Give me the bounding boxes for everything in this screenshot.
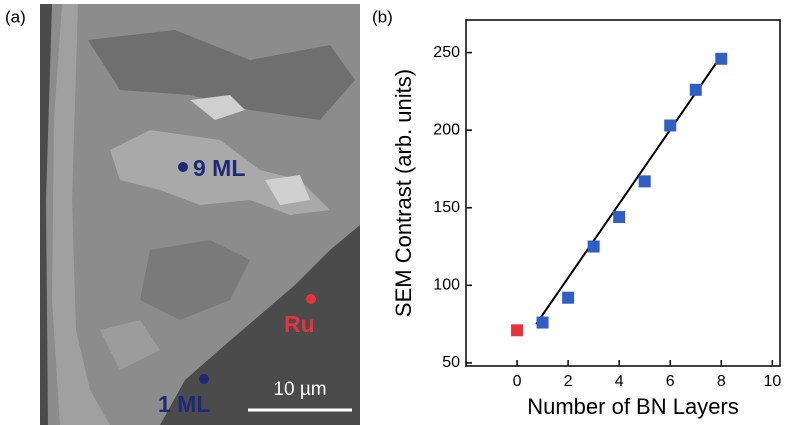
sem-image: (a) 9 ML 1 ML Ru 10 µm — [5, 4, 360, 425]
y-tick-label: 50 — [442, 354, 460, 371]
data-point — [715, 53, 727, 65]
data-point — [511, 324, 523, 336]
panel-label: (a) — [5, 7, 26, 26]
x-axis-label: Number of BN Layers — [527, 394, 739, 419]
annotation: 9 ML — [193, 155, 245, 181]
panel-label: (b) — [372, 7, 393, 26]
y-tick-label: 250 — [433, 44, 460, 61]
x-tick-label: 10 — [763, 373, 781, 390]
scale-bar-label: 10 µm — [273, 379, 326, 400]
data-point — [639, 175, 651, 187]
fit-line — [536, 56, 721, 324]
y-tick-label: 200 — [433, 121, 460, 138]
x-tick-label: 4 — [615, 373, 624, 390]
x-tick-label: 8 — [717, 373, 726, 390]
figure: (a) 9 ML 1 ML Ru 10 µm (b) 0 2 4 6 8 10 50 100 1… — [0, 0, 788, 425]
marker-dot — [199, 374, 209, 384]
y-axis-label: SEM Contrast (arb. units) — [391, 69, 416, 317]
marker-dot — [306, 294, 316, 304]
marker-dot — [178, 162, 188, 172]
annotation: 1 ML — [158, 391, 210, 417]
plot: 0 2 4 6 8 10 50 100 150 200 250 Number of BN Layers… — [391, 20, 782, 419]
y-tick-label: 100 — [433, 277, 460, 294]
plot-frame — [466, 20, 780, 366]
data-point — [664, 120, 676, 132]
y-tick-label: 150 — [433, 199, 460, 216]
data-point — [588, 241, 600, 253]
data-point — [690, 84, 702, 96]
x-tick-label: 0 — [513, 373, 522, 390]
data-point — [613, 211, 625, 223]
annotation: Ru — [284, 311, 315, 337]
x-tick-label: 6 — [666, 373, 675, 390]
x-tick-label: 2 — [564, 373, 573, 390]
data-point — [537, 317, 549, 329]
data-point — [562, 292, 574, 304]
